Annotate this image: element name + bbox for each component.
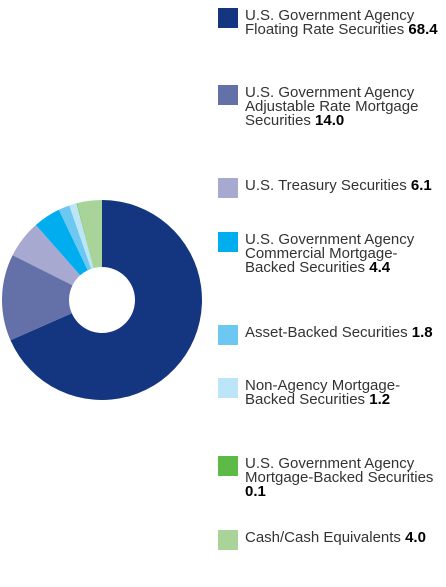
donut-slice — [77, 200, 102, 269]
legend-label: Asset-Backed Securities — [245, 324, 408, 341]
legend-label: U.S. Government Agency Floating Rate Sec… — [245, 7, 415, 38]
legend-label: U.S. Government Agency Mortgage-Backed S… — [245, 455, 434, 486]
legend-value: 0.1 — [245, 483, 266, 500]
legend-text: U.S. Treasury Securities 6.1 — [245, 177, 445, 194]
legend-text: U.S. Government Agency Floating Rate Sec… — [245, 7, 445, 38]
legend-text: U.S. Government Agency Adjustable Rate M… — [245, 84, 445, 129]
donut-slice — [12, 224, 81, 286]
legend-text: Asset-Backed Securities 1.8 — [245, 324, 445, 341]
legend-value: 1.2 — [369, 391, 391, 408]
donut-slice — [58, 205, 92, 271]
legend-label: U.S. Government Agency Commercial Mortga… — [245, 231, 415, 276]
legend-value: 4.0 — [405, 529, 426, 546]
legend-swatch — [218, 178, 238, 198]
legend-value: 14.0 — [315, 112, 345, 129]
legend-text: Non-Agency Mortgage-Backed Securities 1.… — [245, 377, 445, 408]
donut-slice — [2, 255, 73, 341]
legend-swatch — [218, 85, 238, 105]
legend-swatch — [218, 530, 238, 550]
donut-slice — [69, 203, 94, 269]
legend-value: 6.1 — [410, 177, 432, 194]
donut-slice — [10, 200, 202, 400]
legend-label: U.S. Treasury Securities — [245, 177, 407, 194]
legend-swatch — [218, 456, 238, 476]
donut-slice — [35, 209, 88, 276]
legend-swatch — [218, 8, 238, 28]
legend-label: Non-Agency Mortgage-Backed Securities — [245, 377, 401, 408]
legend-value: 4.4 — [369, 259, 391, 276]
legend-swatch — [218, 325, 238, 345]
donut-chart — [2, 200, 202, 400]
legend-text: U.S. Government Agency Mortgage-Backed S… — [245, 455, 445, 500]
legend-text: U.S. Government Agency Commercial Mortga… — [245, 231, 445, 276]
legend-value: 68.4 — [408, 21, 438, 38]
legend-label: Cash/Cash Equivalents — [245, 529, 401, 546]
legend-swatch — [218, 232, 238, 252]
legend-label: U.S. Government Agency Adjustable Rate M… — [245, 84, 419, 129]
donut-slice — [76, 203, 94, 269]
legend-text: Cash/Cash Equivalents 4.0 — [245, 529, 445, 546]
legend-swatch — [218, 378, 238, 398]
legend-value: 1.8 — [411, 324, 433, 341]
